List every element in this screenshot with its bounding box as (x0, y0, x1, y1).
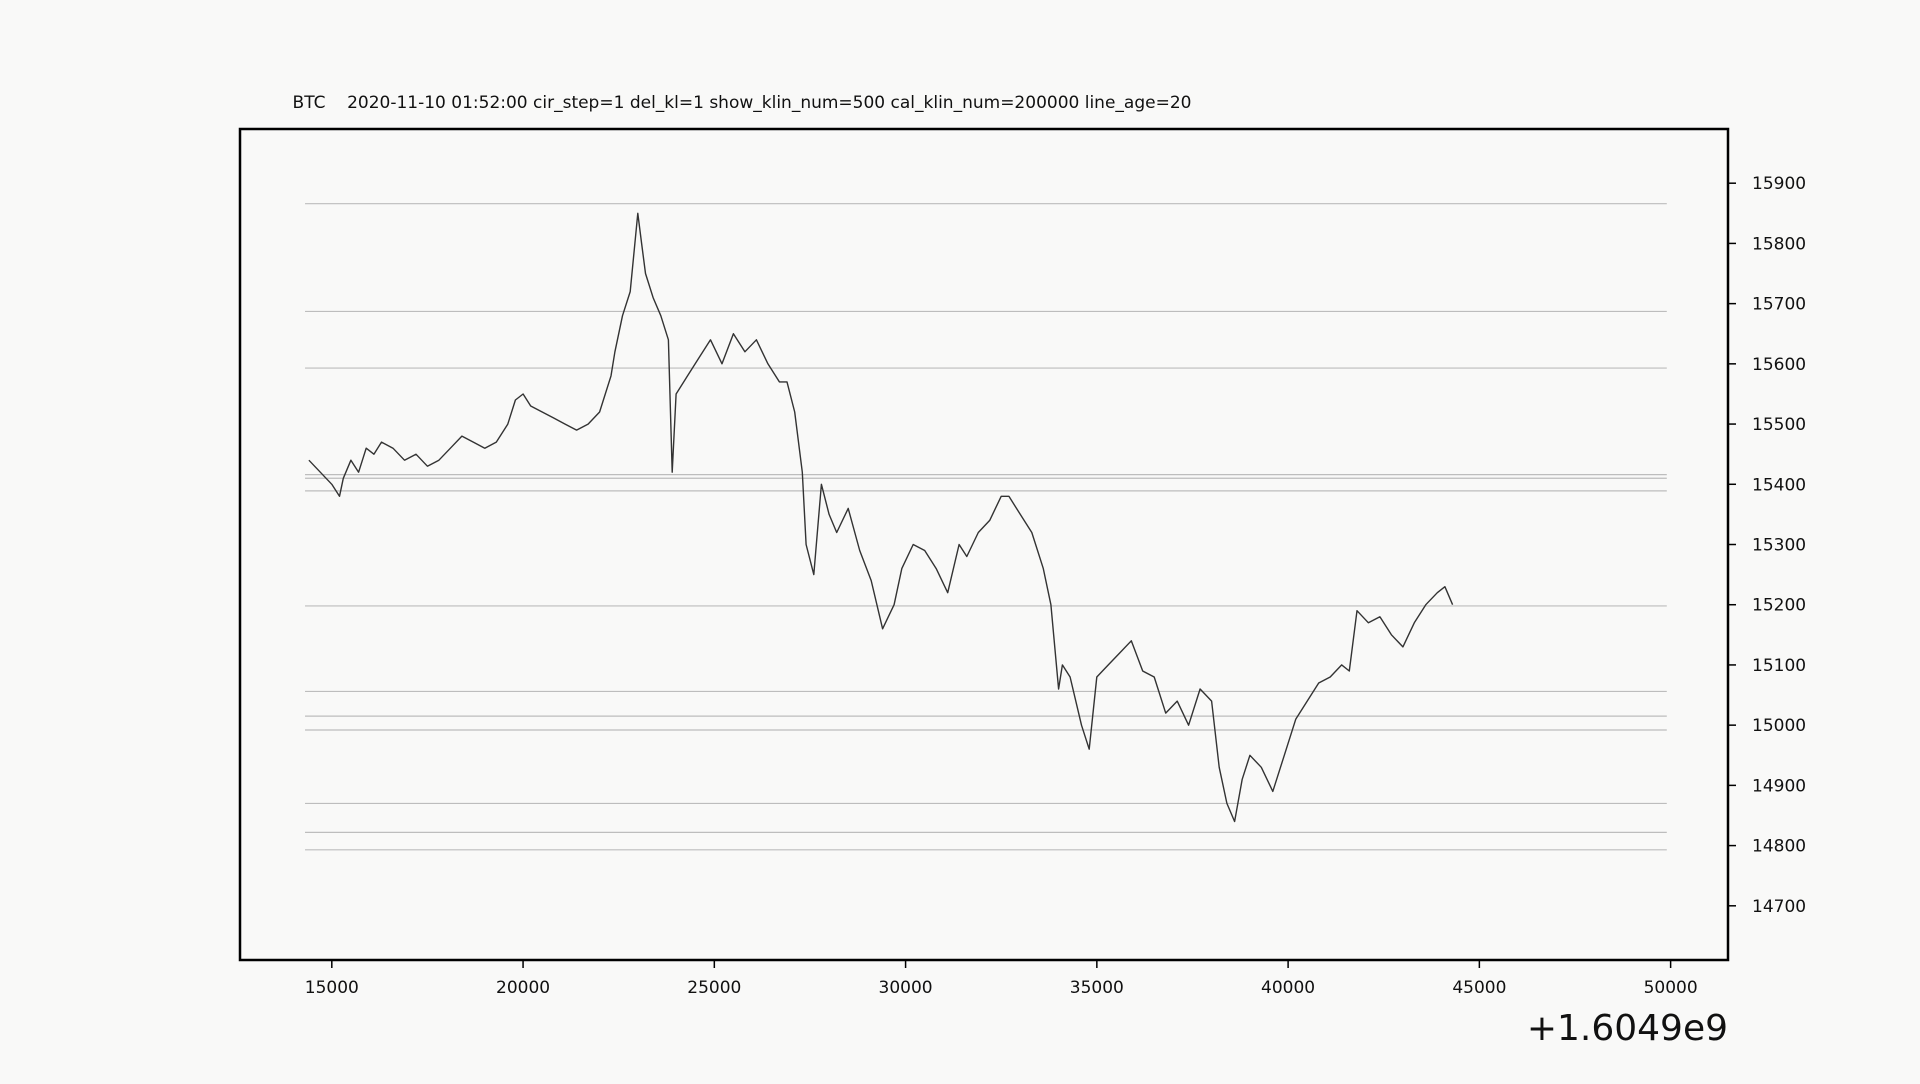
x-tick-label-6: 45000 (1452, 978, 1506, 998)
x-tick-label-3: 30000 (879, 978, 933, 998)
x-tick-label-4: 35000 (1070, 978, 1124, 998)
x-tick-label-1: 20000 (496, 978, 550, 998)
y-tick-label-1: 14800 (1752, 837, 1806, 857)
y-tick-label-7: 15400 (1752, 475, 1806, 495)
price-line (308, 212, 1454, 823)
y-axis: 14700 14800 14900 15000 15100 15200 15300 15400… (1728, 174, 1806, 917)
price-series (308, 212, 1454, 823)
y-tick-label-3: 15000 (1752, 716, 1806, 736)
y-tick-label-0: 14700 (1752, 897, 1806, 917)
chart-title: BTC 2020-11-10 01:52:00 cir_step=1 del_k… (293, 93, 1192, 113)
y-tick-label-10: 15700 (1752, 295, 1806, 315)
y-tick-label-11: 15800 (1752, 234, 1806, 254)
x-axis-offset-label: +1.6049e9 (1527, 1008, 1728, 1049)
plot-frame (238, 127, 1730, 962)
y-tick-label-12: 15900 (1752, 174, 1806, 194)
y-tick-label-6: 15300 (1752, 536, 1806, 556)
y-tick-label-8: 15500 (1752, 415, 1806, 435)
x-tick-label-5: 40000 (1261, 978, 1315, 998)
y-tick-label-4: 15100 (1752, 656, 1806, 676)
x-tick-label-7: 50000 (1644, 978, 1698, 998)
y-tick-label-2: 14900 (1752, 776, 1806, 796)
y-tick-label-9: 15600 (1752, 355, 1806, 375)
x-tick-label-2: 25000 (687, 978, 741, 998)
y-tick-label-5: 15200 (1752, 596, 1806, 616)
x-axis: 15000 20000 25000 30000 35000 40000 45000 50000 (305, 960, 1698, 998)
horizontal-levels (305, 203, 1667, 851)
x-tick-label-0: 15000 (305, 978, 359, 998)
